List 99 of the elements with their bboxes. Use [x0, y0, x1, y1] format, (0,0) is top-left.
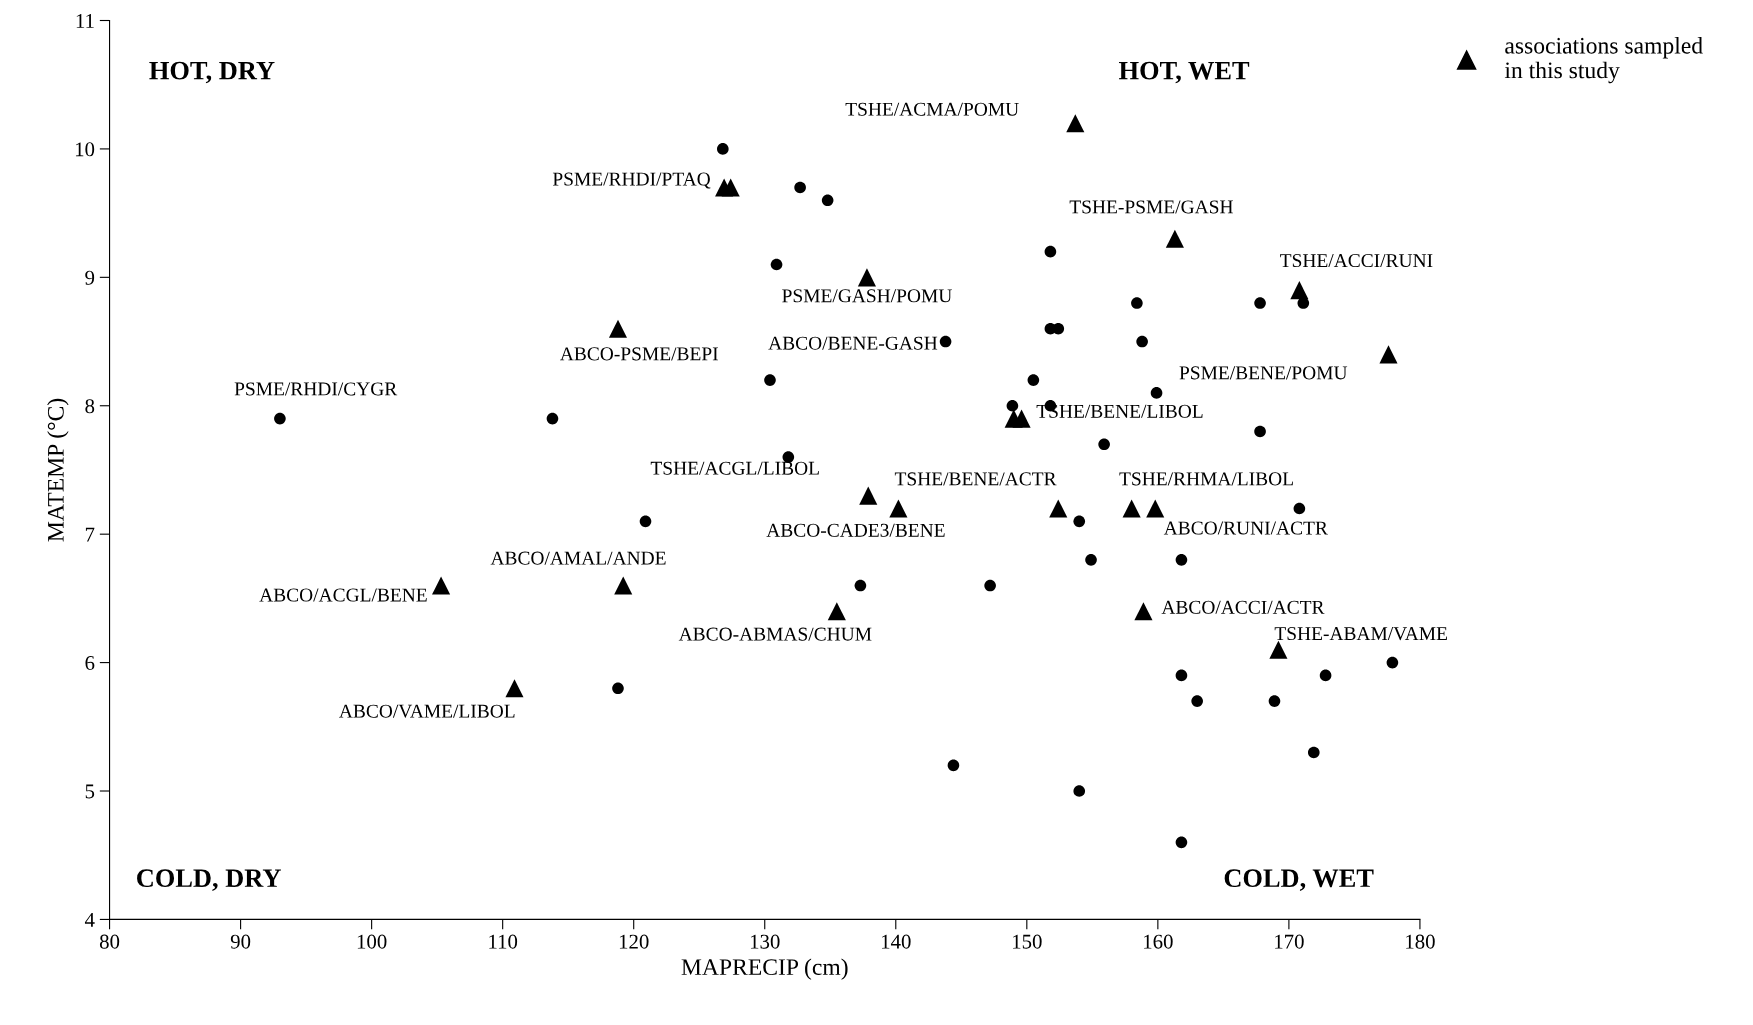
point: [1254, 425, 1266, 438]
y-tick-label: 4: [84, 912, 95, 927]
annotation: ABCO-PSME/BEPI: [560, 347, 718, 361]
point: [1006, 399, 1019, 412]
annotation: HOT, WET: [1118, 61, 1250, 84]
point: [947, 759, 960, 772]
point: [854, 579, 867, 592]
point: [1073, 785, 1086, 797]
x-tick-label: 100: [357, 934, 387, 949]
point: [612, 682, 624, 695]
point: [1379, 345, 1398, 364]
point: [859, 486, 878, 505]
annotation: COLD, DRY: [137, 869, 281, 891]
y-tick-label: 5: [85, 784, 95, 799]
y-tick-label: 11: [76, 13, 94, 28]
point: [1134, 602, 1153, 621]
annotation: ABCO-ABMAS/CHUM: [678, 627, 872, 641]
annotation: PSME/RHDI/PTAQ: [552, 172, 711, 189]
point: [1044, 245, 1057, 258]
point: [821, 194, 834, 207]
annotation: TSHE/ACMA/POMU: [845, 102, 1019, 116]
annotation: ABCO/ACCI/ACTR: [1161, 600, 1325, 614]
x-tick-label: 140: [881, 934, 911, 949]
y-tick-label: 7: [85, 527, 95, 542]
annotation: TSHE/ACGL/LIBOL: [650, 461, 819, 475]
x-tick-label: 90: [230, 934, 251, 949]
point: [721, 178, 740, 197]
y-tick-label: 9: [85, 270, 95, 285]
point: [1012, 409, 1031, 428]
point: [1293, 502, 1306, 515]
annotation: ABCO/ACGL/BENE: [259, 588, 427, 602]
annotation: ABCO/AMAL/ANDE: [490, 551, 666, 565]
point: [794, 181, 806, 194]
y-axis-title: MATEMP (°C): [47, 398, 69, 542]
point: [1049, 499, 1068, 518]
annotation: TSHE/ACCI/RUNI: [1280, 254, 1433, 268]
point: [889, 499, 908, 518]
legend-label: associations sampled in this study: [1504, 37, 1703, 84]
annotation: COLD, WET: [1224, 869, 1374, 891]
point: [1268, 695, 1281, 707]
annotation: PSME/BENE/POMU: [1179, 366, 1348, 380]
x-tick-label: 170: [1275, 934, 1304, 949]
annotation: TSHE/RHMA/LIBOL: [1119, 472, 1293, 486]
x-tick-label: 120: [619, 934, 649, 949]
point: [1098, 438, 1110, 451]
x-tick-label: 160: [1144, 934, 1173, 949]
point: [1319, 669, 1332, 682]
x-tick-label: 130: [750, 934, 780, 949]
y-tick-label: 10: [75, 142, 95, 157]
annotation: TSHE-PSME/GASH: [1069, 200, 1233, 214]
point: [432, 576, 451, 595]
annotation: ABCO/VAME/LIBOL: [339, 704, 515, 718]
point: [1085, 554, 1097, 566]
point: [984, 579, 996, 592]
point: [1175, 554, 1188, 566]
annotation: ABCO-CADE3/BENE: [766, 523, 945, 537]
annotation: ABCO/RUNI/ACTR: [1163, 521, 1328, 535]
point: [1165, 229, 1184, 248]
point: [1150, 387, 1163, 399]
point: [1066, 114, 1085, 133]
x-tick-label: 110: [489, 934, 518, 949]
x-tick-label: 180: [1406, 934, 1435, 949]
point: [1175, 836, 1188, 849]
point: [1175, 669, 1188, 682]
point: [546, 412, 559, 425]
annotation: PSME/GASH/POMU: [782, 289, 952, 303]
point: [1122, 499, 1141, 518]
point: [1269, 640, 1288, 659]
point: [1307, 746, 1320, 759]
y-tick-label: 8: [85, 399, 95, 414]
y-tick-label: 6: [85, 656, 95, 671]
point: [1191, 695, 1203, 707]
point: [1290, 281, 1309, 300]
x-axis-title: MAPRECIP (cm): [681, 958, 848, 980]
point: [639, 515, 652, 528]
point: [1131, 297, 1143, 309]
point: [764, 374, 776, 386]
point: [1073, 515, 1086, 528]
point: [1254, 297, 1266, 309]
point: [1136, 335, 1148, 348]
annotation: PSME/RHDI/CYGR: [234, 382, 398, 396]
point: [1146, 499, 1165, 518]
point: [505, 679, 524, 698]
point: [608, 319, 628, 338]
point: [1027, 374, 1040, 386]
point: [939, 335, 952, 348]
annotation: HOT, DRY: [149, 61, 275, 84]
annotation: TSHE-ABAM/VAME: [1274, 627, 1447, 641]
x-tick-label: 80: [99, 934, 120, 949]
annotation: TSHE/BENE/ACTR: [894, 472, 1057, 486]
point: [614, 576, 633, 595]
point: [827, 602, 846, 621]
point: [857, 268, 877, 287]
point: [717, 143, 729, 155]
annotation: ABCO/BENE-GASH: [768, 336, 938, 350]
point: [274, 412, 286, 425]
point: [1386, 656, 1399, 669]
point: [770, 258, 783, 271]
x-tick-label: 150: [1013, 934, 1042, 949]
